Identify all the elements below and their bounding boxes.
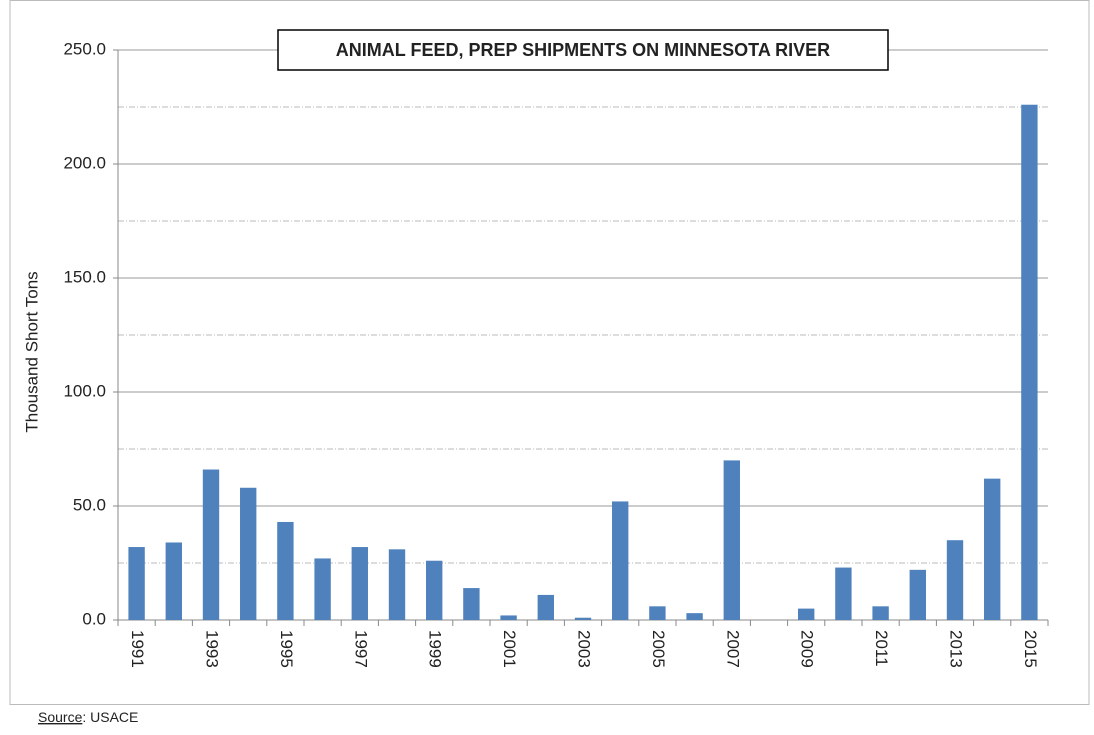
- x-tick-label: 2001: [500, 630, 519, 668]
- bar: [686, 613, 703, 620]
- bar: [314, 558, 331, 620]
- bar: [165, 542, 182, 620]
- source-label: Source: [38, 709, 83, 725]
- bar: [426, 560, 443, 620]
- x-tick-label: 2011: [872, 630, 891, 667]
- y-tick-label: 0.0: [82, 609, 106, 628]
- x-tick-label: 2003: [575, 630, 594, 668]
- chart-title: ANIMAL FEED, PREP SHIPMENTS ON MINNESOTA…: [336, 40, 830, 60]
- bar: [872, 606, 889, 620]
- bar: [574, 617, 592, 620]
- y-tick-label: 50.0: [73, 495, 106, 514]
- bar: [277, 521, 294, 620]
- bar: [984, 478, 1001, 620]
- bar: [798, 608, 815, 620]
- x-tick-label: 2007: [723, 630, 742, 668]
- y-tick-label: 200.0: [63, 153, 106, 172]
- bar: [723, 460, 740, 620]
- bar: [463, 588, 480, 620]
- bar: [649, 606, 666, 620]
- bar: [1021, 104, 1038, 621]
- bar: [240, 487, 257, 620]
- y-axis-label: Thousand Short Tons: [22, 271, 41, 432]
- x-tick-label: 2013: [947, 630, 966, 668]
- y-tick-label: 250.0: [63, 39, 106, 58]
- source: Source: USACE: [38, 709, 138, 725]
- x-tick-label: 1995: [277, 630, 296, 668]
- x-tick-label: 2015: [1021, 630, 1040, 668]
- title-box: [277, 29, 889, 71]
- x-tick-label: 1999: [426, 630, 445, 668]
- bar: [946, 540, 964, 620]
- bar: [835, 567, 852, 620]
- bar: [128, 547, 145, 620]
- bar: [537, 594, 554, 620]
- x-tick-label: 2009: [798, 630, 817, 668]
- chart-border: [9, 0, 1090, 705]
- x-tick-label: 1991: [128, 630, 147, 668]
- y-tick-label: 150.0: [63, 267, 106, 286]
- x-tick-label: 2005: [649, 630, 668, 668]
- bar: [388, 549, 406, 620]
- x-tick-label: 1997: [351, 630, 370, 668]
- bar: [909, 569, 926, 620]
- source-text: : USACE: [82, 709, 138, 725]
- y-tick-label: 100.0: [63, 381, 106, 400]
- bar: [202, 469, 220, 620]
- bar: [351, 547, 368, 620]
- bar: [500, 615, 517, 620]
- x-tick-label: 1993: [203, 630, 222, 668]
- bar: [612, 501, 629, 620]
